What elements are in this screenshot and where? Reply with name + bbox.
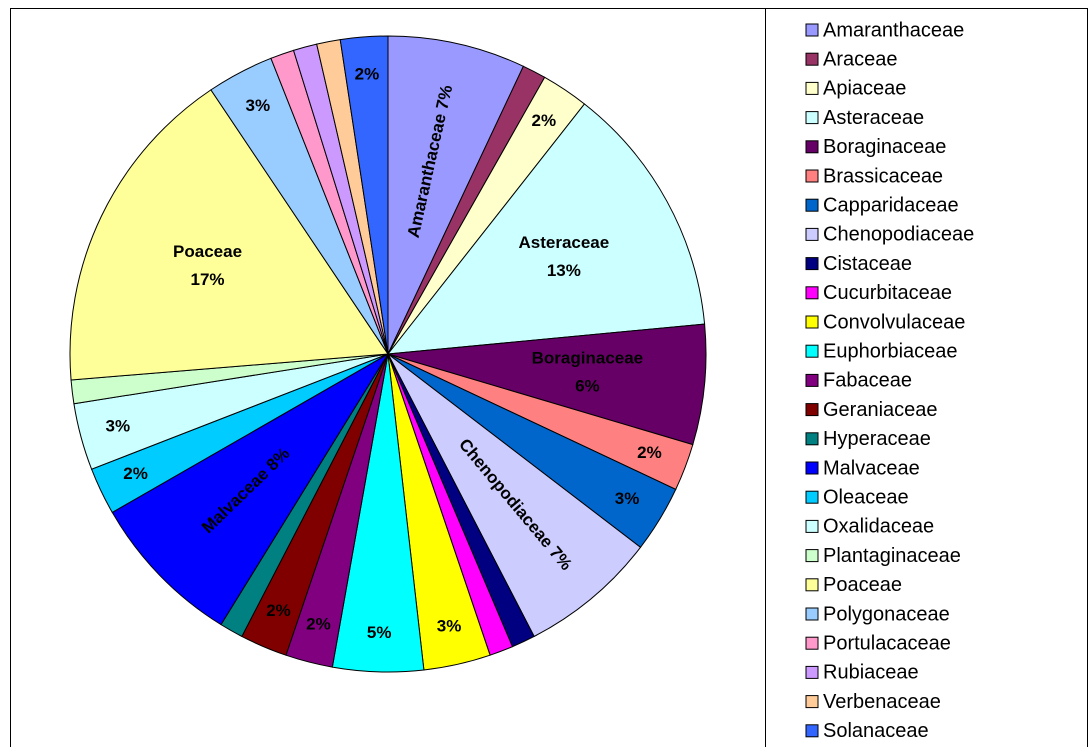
- data-label: 3%: [615, 489, 640, 508]
- legend-label: Oleaceae: [823, 486, 909, 508]
- legend-swatch: [805, 111, 819, 125]
- pie-slice: [387, 35, 525, 355]
- legend-label: Poaceae: [823, 574, 902, 596]
- legend-swatch: [805, 490, 819, 504]
- legend-swatch: [805, 257, 819, 271]
- data-label: Boraginaceae 6%: [532, 349, 644, 396]
- legend-label: Amaranthaceae: [823, 19, 964, 41]
- legend-label: Fabaceae: [823, 370, 912, 392]
- legend-swatch: [805, 519, 819, 533]
- legend-label: Solanaceae: [823, 720, 929, 742]
- legend-label: Malvaceae: [823, 457, 920, 479]
- legend-label: Chenopodiaceae: [823, 224, 974, 246]
- legend-label: Hyperaceae: [823, 428, 931, 450]
- legend-label: Euphorbiaceae: [823, 340, 958, 362]
- legend-label: Convolvulaceae: [823, 311, 965, 333]
- legend-swatch: [805, 81, 819, 95]
- data-label: 2%: [637, 443, 662, 462]
- legend-swatch: [805, 169, 819, 183]
- legend-label: Araceae: [823, 48, 898, 70]
- legend-swatch: [805, 286, 819, 300]
- legend-swatch: [805, 373, 819, 387]
- legend-label: Cucurbitaceae: [823, 282, 952, 304]
- data-label: 3%: [437, 617, 462, 636]
- legend-swatch: [805, 23, 819, 37]
- pie-slice: [339, 35, 389, 355]
- legend-swatch: [805, 461, 819, 475]
- legend-swatch: [805, 52, 819, 66]
- pie-slice: [386, 103, 706, 355]
- legend-swatch: [805, 578, 819, 592]
- data-label: 3%: [106, 416, 131, 435]
- legend-swatch: [805, 227, 819, 241]
- data-label: Poaceae 17%: [173, 242, 242, 289]
- legend-swatch: [805, 403, 819, 417]
- legend-label: Polygonaceae: [823, 603, 950, 625]
- legend-label: Geraniaceae: [823, 399, 938, 421]
- legend-swatch: [805, 636, 819, 650]
- legend-label: Oxalidaceae: [823, 516, 934, 538]
- pie-slice: [69, 89, 389, 381]
- legend-label: Rubiaceae: [823, 662, 919, 684]
- legend-swatch: [805, 198, 819, 212]
- pie-slice: [387, 353, 642, 638]
- legend-label: Brassicaceae: [823, 165, 943, 187]
- legend-label: Asteraceae: [823, 107, 924, 129]
- data-label: 5%: [367, 623, 392, 642]
- legend-label: Apiaceae: [823, 78, 906, 100]
- data-label: 2%: [532, 111, 557, 130]
- legend-label: Verbenaceae: [823, 691, 941, 713]
- legend-label: Plantaginaceae: [823, 545, 961, 567]
- legend-label: Boraginaceae: [823, 136, 946, 158]
- pie-slice: [111, 353, 389, 626]
- data-label: 2%: [123, 464, 148, 483]
- data-label: 2%: [306, 615, 331, 634]
- legend-swatch: [805, 607, 819, 621]
- legend-label: Portulacaceae: [823, 632, 951, 654]
- legend-label: Cistaceae: [823, 253, 912, 275]
- legend-swatch: [805, 665, 819, 679]
- legend-swatch: [805, 724, 819, 738]
- pie-slice: [387, 323, 707, 446]
- data-label: 2%: [355, 64, 380, 83]
- legend-swatch: [805, 315, 819, 329]
- data-label: Asteraceae 13%: [518, 234, 609, 281]
- legend-swatch: [805, 344, 819, 358]
- legend-swatch: [805, 432, 819, 446]
- legend-swatch: [805, 549, 819, 563]
- legend-swatch: [805, 695, 819, 709]
- legend-label: Capparidaceae: [823, 194, 959, 216]
- data-label: 3%: [246, 96, 271, 115]
- data-label: 2%: [266, 601, 291, 620]
- legend-swatch: [805, 140, 819, 154]
